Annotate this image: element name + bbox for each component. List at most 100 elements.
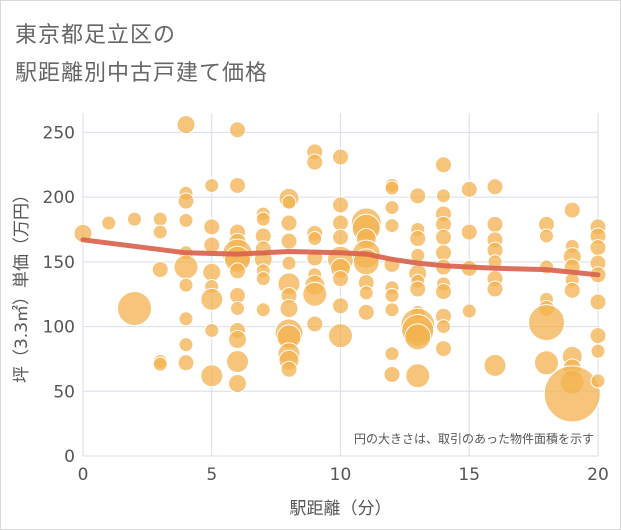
data-point xyxy=(203,218,221,236)
data-point xyxy=(152,356,168,372)
data-point xyxy=(127,211,142,227)
data-point xyxy=(486,280,504,298)
data-point xyxy=(435,340,452,358)
data-point xyxy=(590,343,606,359)
data-point xyxy=(151,261,169,279)
data-point xyxy=(152,211,168,227)
data-point xyxy=(203,236,221,254)
data-point xyxy=(486,178,504,196)
data-point xyxy=(178,277,194,293)
data-point xyxy=(200,287,224,311)
data-point xyxy=(539,228,554,244)
data-point xyxy=(358,285,374,301)
data-point xyxy=(332,297,349,315)
data-point xyxy=(589,327,607,345)
data-point xyxy=(152,224,168,240)
data-point xyxy=(384,346,400,362)
data-point xyxy=(332,228,349,246)
data-point xyxy=(436,319,451,335)
data-point xyxy=(281,194,297,210)
y-tick-label: 150 xyxy=(43,253,75,273)
data-point xyxy=(204,322,220,338)
data-point xyxy=(178,337,194,353)
data-point xyxy=(483,353,507,377)
data-point xyxy=(563,201,581,219)
data-point xyxy=(178,311,194,327)
data-point xyxy=(409,280,427,298)
data-point xyxy=(202,262,222,282)
data-point xyxy=(281,255,297,271)
data-point xyxy=(435,244,452,262)
data-point xyxy=(279,298,299,318)
data-point xyxy=(405,363,431,389)
data-point xyxy=(328,323,353,349)
data-point xyxy=(229,121,246,139)
data-point xyxy=(117,290,152,326)
data-point xyxy=(280,214,298,232)
data-point xyxy=(332,214,349,232)
data-point xyxy=(332,196,349,214)
trend-line xyxy=(80,237,601,278)
data-point xyxy=(590,373,606,389)
data-point xyxy=(409,187,427,205)
y-tick-label: 200 xyxy=(43,188,75,208)
x-tick-label: 5 xyxy=(206,465,217,485)
data-point xyxy=(255,302,271,318)
data-point xyxy=(307,231,323,247)
data-point xyxy=(435,156,452,174)
data-point xyxy=(332,148,349,166)
x-tick-label: 0 xyxy=(78,465,89,485)
data-point xyxy=(178,212,194,228)
data-point xyxy=(460,180,478,198)
data-point xyxy=(383,365,401,383)
data-point xyxy=(226,350,249,374)
data-point xyxy=(589,293,607,311)
data-point xyxy=(200,364,224,388)
y-tick-label: 250 xyxy=(43,123,75,143)
y-tick-label: 100 xyxy=(43,318,75,338)
data-point xyxy=(177,192,195,210)
data-point xyxy=(460,223,478,241)
data-point xyxy=(173,254,199,280)
x-axis-title: 駅距離（分） xyxy=(290,499,392,519)
data-point xyxy=(280,232,298,250)
chart-title-line-1: 東京都足立区の xyxy=(15,23,177,48)
data-point xyxy=(528,304,565,342)
data-point xyxy=(404,323,432,351)
data-point xyxy=(228,330,247,350)
data-point xyxy=(543,365,601,423)
data-point xyxy=(255,211,271,227)
y-tick-label: 0 xyxy=(64,447,75,467)
x-tick-label: 15 xyxy=(458,465,480,485)
y-axis-title: 坪（3.3㎡）単価（万円） xyxy=(12,186,32,383)
data-point xyxy=(229,176,246,194)
data-point xyxy=(306,153,324,171)
data-point xyxy=(409,230,427,248)
bubble-size-note: 円の大きさは、取引のあった物件面積を示す xyxy=(354,431,594,446)
data-point xyxy=(302,281,328,307)
data-point xyxy=(486,215,504,233)
data-point xyxy=(177,354,195,372)
data-point xyxy=(101,215,117,231)
data-point xyxy=(332,270,349,288)
data-point xyxy=(228,374,247,394)
data-point xyxy=(435,283,452,301)
data-point xyxy=(384,180,400,196)
data-point xyxy=(204,177,220,193)
x-tick-label: 10 xyxy=(330,465,352,485)
data-point xyxy=(563,281,581,299)
data-point xyxy=(436,188,451,204)
data-point xyxy=(534,350,559,376)
x-tick-label: 20 xyxy=(587,465,609,485)
data-point xyxy=(384,199,400,215)
data-point xyxy=(306,315,324,333)
data-point xyxy=(280,360,298,378)
data-point xyxy=(384,288,400,304)
data-point xyxy=(435,228,452,246)
y-tick-label: 50 xyxy=(53,382,75,402)
data-point xyxy=(384,302,400,318)
data-point xyxy=(461,303,477,319)
data-point xyxy=(229,262,246,280)
